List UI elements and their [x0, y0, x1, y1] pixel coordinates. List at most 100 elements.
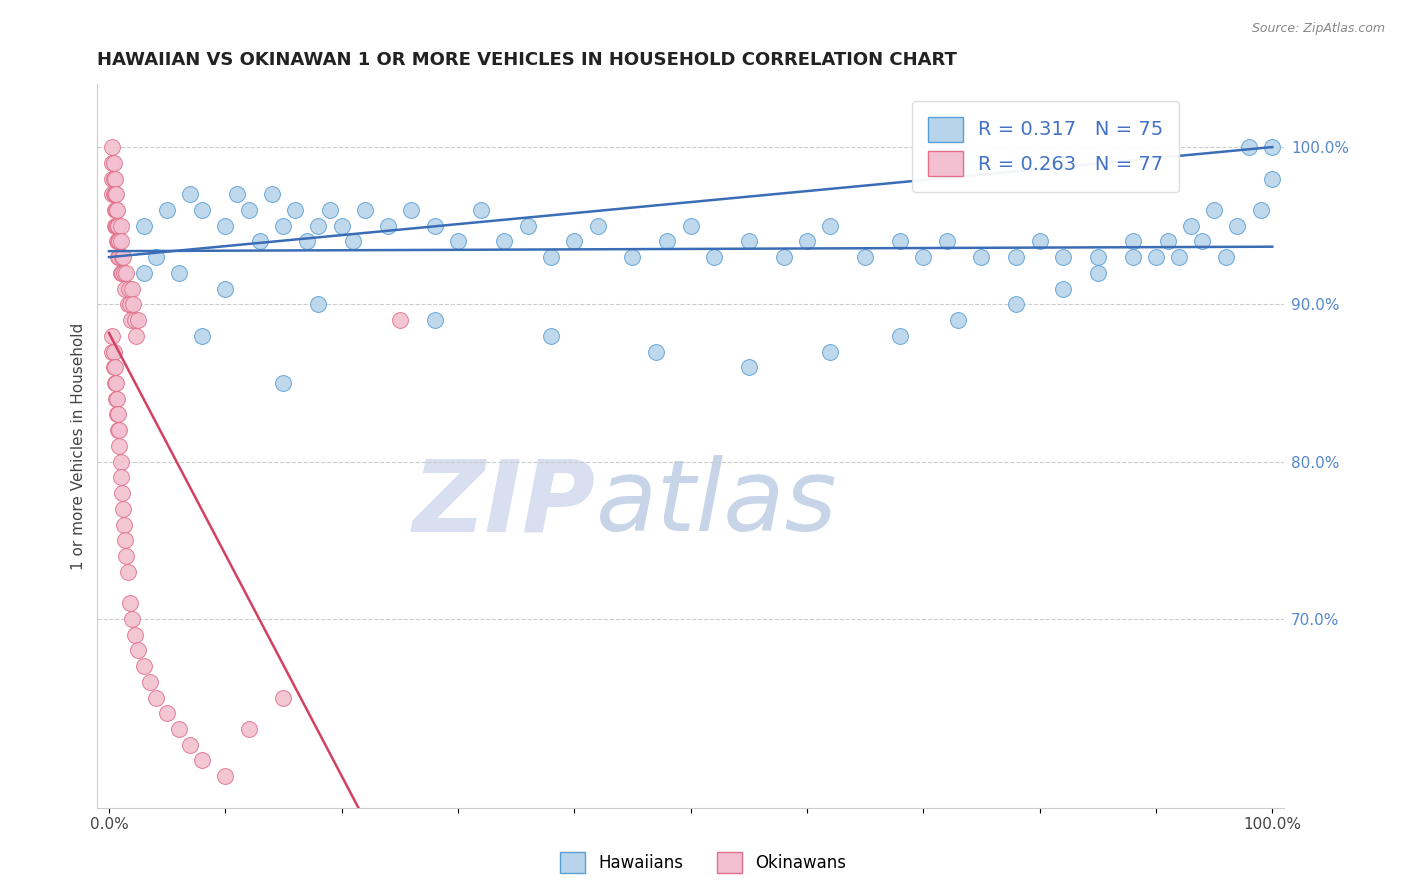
Point	[1156, 235, 1178, 249]
Point	[1226, 219, 1249, 233]
Point	[1191, 235, 1213, 249]
Point	[319, 202, 342, 217]
Point	[1122, 250, 1144, 264]
Point	[738, 235, 761, 249]
Point	[377, 219, 399, 233]
Point	[107, 408, 129, 422]
Point	[889, 328, 911, 343]
Point	[121, 612, 143, 626]
Point	[214, 769, 236, 783]
Point	[1005, 250, 1028, 264]
Point	[307, 219, 329, 233]
Point	[494, 235, 516, 249]
Point	[703, 250, 725, 264]
Point	[115, 266, 138, 280]
Point	[111, 486, 134, 500]
Point	[1261, 140, 1284, 154]
Point	[104, 219, 127, 233]
Point	[1202, 202, 1225, 217]
Point	[679, 219, 702, 233]
Point	[125, 328, 148, 343]
Point	[307, 297, 329, 311]
Point	[101, 140, 124, 154]
Point	[853, 250, 876, 264]
Point	[330, 219, 353, 233]
Point	[108, 250, 131, 264]
Point	[138, 674, 160, 689]
Point	[104, 202, 127, 217]
Point	[104, 376, 127, 390]
Point	[889, 235, 911, 249]
Point	[105, 392, 128, 406]
Point	[101, 171, 124, 186]
Point	[470, 202, 492, 217]
Point	[104, 219, 127, 233]
Point	[423, 219, 446, 233]
Point	[101, 344, 124, 359]
Point	[1087, 266, 1109, 280]
Point	[118, 282, 141, 296]
Y-axis label: 1 or more Vehicles in Household: 1 or more Vehicles in Household	[72, 322, 86, 569]
Point	[105, 219, 128, 233]
Text: Source: ZipAtlas.com: Source: ZipAtlas.com	[1251, 22, 1385, 36]
Point	[796, 235, 818, 249]
Point	[621, 250, 644, 264]
Text: ZIP: ZIP	[413, 455, 596, 552]
Point	[103, 360, 125, 375]
Point	[772, 250, 794, 264]
Point	[110, 266, 132, 280]
Point	[1261, 171, 1284, 186]
Point	[273, 219, 295, 233]
Point	[104, 171, 127, 186]
Point	[101, 155, 124, 169]
Point	[516, 219, 538, 233]
Point	[1180, 219, 1202, 233]
Point	[107, 219, 129, 233]
Point	[111, 266, 134, 280]
Point	[110, 219, 132, 233]
Point	[935, 235, 957, 249]
Point	[423, 313, 446, 327]
Point	[145, 250, 167, 264]
Point	[103, 187, 125, 202]
Point	[1122, 235, 1144, 249]
Point	[540, 250, 562, 264]
Point	[132, 659, 155, 673]
Point	[214, 219, 236, 233]
Point	[132, 266, 155, 280]
Point	[273, 690, 295, 705]
Point	[111, 250, 134, 264]
Point	[284, 202, 307, 217]
Point	[110, 235, 132, 249]
Legend: Hawaiians, Okinawans: Hawaiians, Okinawans	[554, 846, 852, 880]
Point	[145, 690, 167, 705]
Point	[167, 266, 190, 280]
Text: atlas: atlas	[596, 455, 838, 552]
Point	[107, 250, 129, 264]
Point	[540, 328, 562, 343]
Point	[122, 297, 145, 311]
Point	[108, 423, 131, 437]
Point	[401, 202, 423, 217]
Point	[124, 313, 146, 327]
Point	[107, 235, 129, 249]
Point	[388, 313, 411, 327]
Point	[105, 202, 128, 217]
Point	[644, 344, 666, 359]
Point	[179, 187, 201, 202]
Point	[226, 187, 249, 202]
Point	[118, 297, 141, 311]
Point	[191, 202, 214, 217]
Point	[167, 722, 190, 736]
Point	[121, 282, 143, 296]
Point	[120, 313, 142, 327]
Point	[179, 738, 201, 752]
Point	[104, 187, 127, 202]
Point	[1144, 250, 1167, 264]
Point	[105, 235, 128, 249]
Point	[127, 643, 149, 657]
Point	[156, 706, 179, 721]
Point	[104, 376, 127, 390]
Point	[104, 202, 127, 217]
Point	[110, 470, 132, 484]
